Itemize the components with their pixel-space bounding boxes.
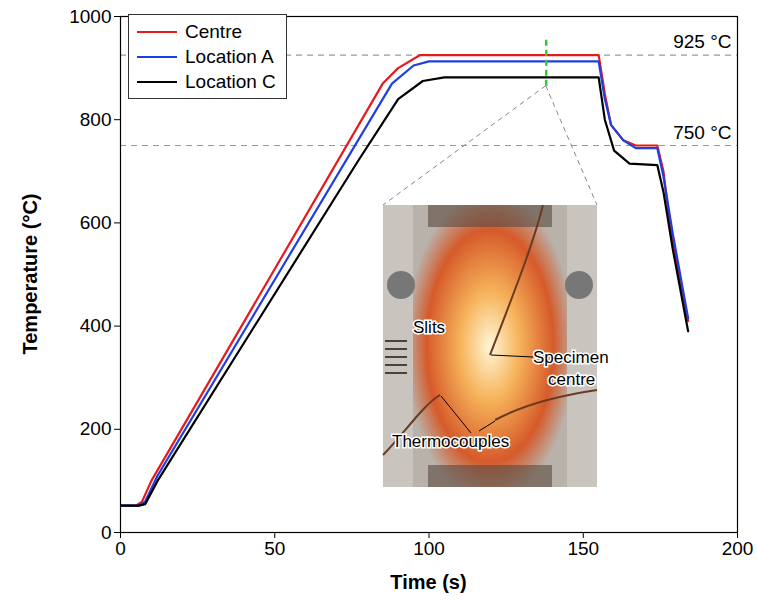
svg-text:750 °C: 750 °C — [673, 122, 731, 143]
svg-text:0: 0 — [101, 522, 112, 543]
svg-text:150: 150 — [567, 538, 599, 559]
svg-text:Thermocouples: Thermocouples — [392, 432, 509, 451]
svg-text:Specimen: Specimen — [533, 348, 609, 367]
svg-text:200: 200 — [80, 418, 112, 439]
svg-text:1000: 1000 — [69, 6, 111, 27]
html-text:Temperature (°C): Temperature (°C) — [18, 193, 41, 355]
svg-text:200: 200 — [722, 538, 754, 559]
html-text:Location A: Location A — [185, 45, 274, 67]
svg-text:Slits: Slits — [413, 318, 445, 337]
svg-text:50: 50 — [264, 538, 285, 559]
svg-text:600: 600 — [80, 212, 112, 233]
svg-text:100: 100 — [413, 538, 445, 559]
svg-text:800: 800 — [80, 109, 112, 130]
svg-text:925 °C: 925 °C — [673, 31, 731, 52]
svg-text:400: 400 — [80, 315, 112, 336]
html-text:Centre: Centre — [185, 20, 242, 42]
html-text:Time (s): Time (s) — [390, 571, 467, 593]
svg-text:centre: centre — [548, 370, 595, 389]
svg-text:0: 0 — [115, 538, 126, 559]
html-text:Location C: Location C — [185, 70, 276, 92]
